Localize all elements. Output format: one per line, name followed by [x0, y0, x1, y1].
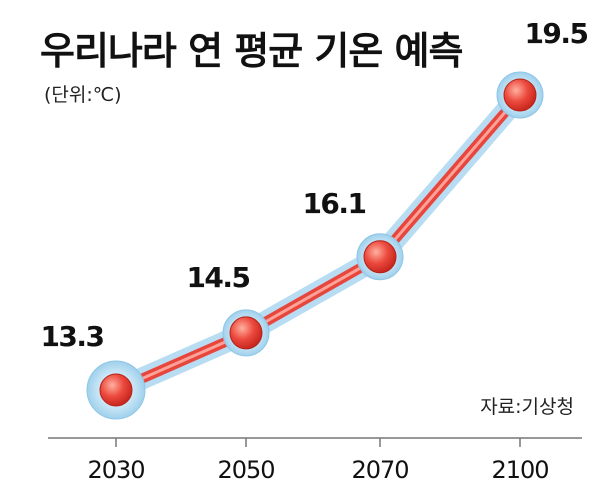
- data-point: [99, 373, 133, 407]
- data-point: [229, 316, 263, 350]
- data-label: 13.3: [40, 320, 103, 353]
- data-label: 14.5: [186, 261, 249, 294]
- x-tick-label: 2100: [491, 456, 548, 484]
- x-tick-label: 2030: [87, 456, 144, 484]
- data-point: [363, 240, 397, 274]
- data-label-layer: 13.3 14.5 16.1 19.5: [40, 17, 589, 353]
- series-line-highlight: [114, 93, 522, 392]
- data-label: 19.5: [524, 17, 587, 50]
- x-tick-label: 2050: [217, 456, 274, 484]
- series-line-layer: [105, 84, 531, 401]
- data-point: [503, 78, 537, 112]
- x-tick-label: 2070: [351, 456, 408, 484]
- unit-label: (단위:℃): [44, 84, 122, 106]
- series-line-glow: [105, 84, 531, 401]
- chart-title: 우리나라 연 평균 기온 예측: [40, 29, 463, 73]
- source-note: 자료:기상청: [480, 396, 574, 418]
- series-line: [111, 90, 525, 395]
- x-axis: 2030 2050 2070 2100: [48, 437, 582, 484]
- data-label: 16.1: [302, 187, 365, 220]
- marker-layer: [86, 71, 544, 420]
